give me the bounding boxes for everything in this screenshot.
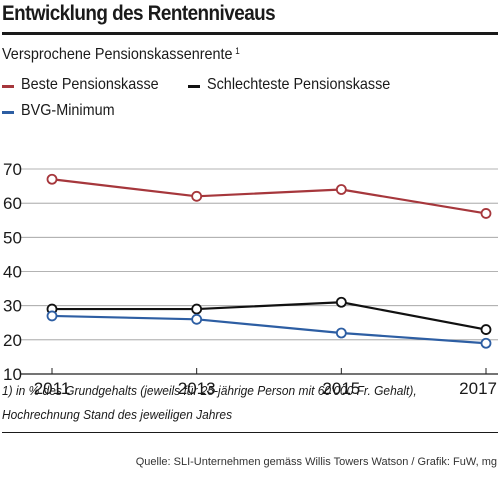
data-point: [191, 190, 203, 202]
title-rule: [2, 32, 498, 35]
x-tick-label: 2011: [34, 379, 71, 398]
legend-label-beste: Beste Pensionskasse: [21, 76, 159, 93]
series-2: [46, 310, 492, 349]
series-line: [52, 301, 487, 331]
series-1: [46, 296, 492, 335]
data-point: [46, 310, 58, 322]
x-tick-label: 2015: [322, 379, 360, 398]
data-point: [480, 324, 492, 335]
y-tick-label: 20: [3, 331, 22, 350]
y-tick-label: 60: [3, 194, 22, 213]
footnote-line-1: 1) in % des Grundgehalts (jeweils für 25…: [2, 383, 417, 398]
footnote-mark: 1: [235, 46, 240, 56]
source-credit: Quelle: SLI-Unternehmen gemäss Willis To…: [135, 456, 497, 468]
legend-label-schlechteste: Schlechteste Pensionskasse: [207, 76, 391, 93]
data-point: [480, 337, 492, 349]
y-tick-label: 10: [3, 365, 22, 384]
legend-swatch-bvg: [2, 111, 14, 114]
subtitle-text: Versprochene Pensionskassenrente: [2, 46, 233, 63]
data-point: [335, 296, 347, 308]
data-point: [46, 173, 58, 185]
x-axis-ticks: 2011 2013 2015 2017: [34, 368, 497, 398]
y-tick-label: 50: [3, 228, 22, 247]
data-point: [335, 327, 347, 339]
data-point: [191, 303, 203, 315]
x-tick-label: 2013: [178, 379, 216, 398]
chart-title: Entwicklung des Rentenniveaus: [2, 2, 276, 25]
series-0: [46, 173, 492, 219]
y-tick-label: 70: [3, 160, 22, 179]
x-tick-label: 2017: [459, 379, 497, 398]
data-point: [335, 184, 347, 195]
footer-rule: [2, 432, 498, 433]
y-tick-label: 30: [3, 297, 22, 316]
series-lines: [46, 173, 492, 349]
grid-lines: [20, 168, 498, 375]
series-line: [51, 178, 487, 215]
chart-subtitle: Versprochene Pensionskassenrente 1: [2, 46, 240, 64]
series-line: [51, 314, 487, 345]
footnote-line-2: Hochrechnung Stand des jeweiligen Jahres: [2, 407, 233, 422]
data-point: [191, 313, 203, 325]
line-chart: 10 20 30 40 50 60 70 2011 2013 2015 2017: [3, 160, 498, 398]
y-tick-label: 40: [3, 263, 22, 282]
data-point: [480, 208, 492, 219]
legend-swatch-beste: [2, 85, 14, 88]
y-axis-ticks: 10 20 30 40 50 60 70: [3, 160, 22, 384]
legend-label-bvg: BVG-Minimum: [21, 102, 115, 119]
legend-swatch-schlechteste: [188, 85, 200, 88]
